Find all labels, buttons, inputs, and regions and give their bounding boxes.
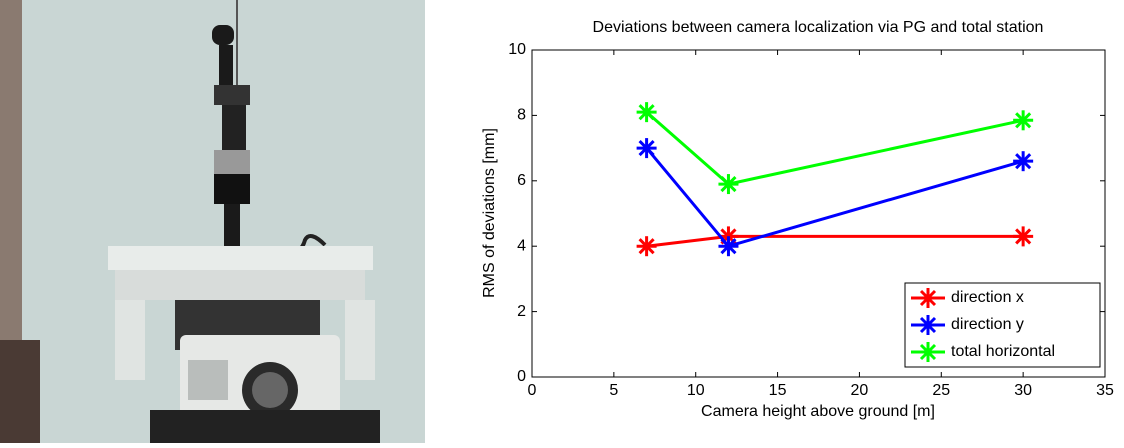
data-point <box>637 236 657 256</box>
photo <box>0 0 425 443</box>
legend-label: direction x <box>951 289 1024 306</box>
data-point <box>637 102 657 122</box>
legend-marker <box>918 315 938 335</box>
data-point <box>637 138 657 158</box>
y-tick-label: 0 <box>517 368 526 385</box>
page: {"chart_data": {"type": "line", "title":… <box>0 0 1124 443</box>
series-line <box>647 236 1024 246</box>
x-tick-label: 20 <box>851 382 869 399</box>
chart-title: Deviations between camera localization v… <box>593 19 1044 36</box>
y-tick-label: 6 <box>517 172 526 189</box>
y-tick-label: 2 <box>517 303 526 320</box>
figure: Deviations between camera localization v… <box>0 0 1124 443</box>
data-point <box>718 174 738 194</box>
data-point <box>1013 226 1033 246</box>
x-axis-label: Camera height above ground [m] <box>701 403 935 420</box>
data-point <box>1013 110 1033 130</box>
y-tick-label: 4 <box>517 237 526 254</box>
x-tick-label: 5 <box>609 382 618 399</box>
legend-label: direction y <box>951 316 1024 333</box>
data-point <box>1013 151 1033 171</box>
x-tick-label: 0 <box>528 382 537 399</box>
x-tick-label: 30 <box>1014 382 1032 399</box>
legend-marker <box>918 288 938 308</box>
x-tick-label: 35 <box>1096 382 1114 399</box>
legend-label: total horizontal <box>951 343 1055 360</box>
series-line <box>647 112 1024 184</box>
data-point <box>718 236 738 256</box>
x-tick-label: 15 <box>769 382 787 399</box>
x-tick-label: 10 <box>687 382 705 399</box>
y-axis-label: RMS of deviations [mm] <box>481 128 498 298</box>
legend-marker <box>918 342 938 362</box>
y-tick-label: 8 <box>517 107 526 124</box>
y-tick-label: 10 <box>508 41 526 58</box>
plot-area: 0 5 10 15 20 25 30 35 0 2 4 6 8 10 direction x directio… <box>508 41 1114 399</box>
x-tick-label: 25 <box>932 382 950 399</box>
